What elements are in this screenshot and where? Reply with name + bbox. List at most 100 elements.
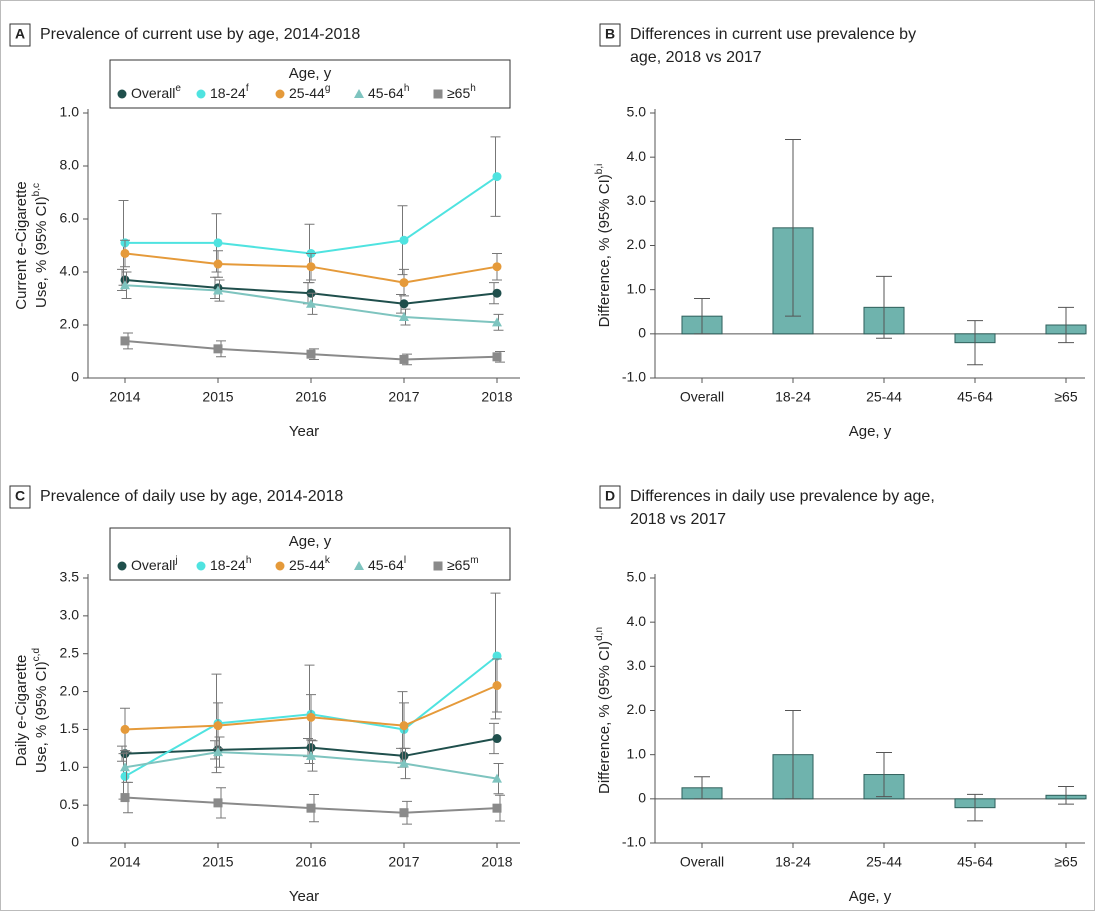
y-tick-label: 0 <box>638 790 646 806</box>
x-tick-label: 45-64 <box>957 854 993 870</box>
panel-title: Differences in current use prevalence by <box>630 26 916 43</box>
y-tick-label: 2.0 <box>60 316 80 332</box>
x-axis-label: Age, y <box>849 888 892 905</box>
x-tick-label: 25-44 <box>866 854 902 870</box>
y-axis-label: Difference, % (95% CI)d,n <box>594 627 613 794</box>
error-bar <box>1058 306 1074 344</box>
y-tick-label: 4.0 <box>627 613 647 629</box>
y-tick-label: 8.0 <box>60 157 80 173</box>
x-axis-label: Age, y <box>849 423 892 440</box>
x-tick-label: 2015 <box>202 854 233 870</box>
x-tick-label: 18-24 <box>775 389 811 405</box>
data-point <box>306 712 316 722</box>
legend-sup: l <box>404 555 406 566</box>
y-axis-label: Use, % (95% CI)c,d <box>31 648 50 773</box>
x-tick-label: ≥65 <box>1054 854 1077 870</box>
panel-title: Differences in daily use prevalence by a… <box>630 488 935 505</box>
x-tick-label: 2017 <box>388 389 419 405</box>
data-point <box>213 344 223 354</box>
data-point <box>213 259 223 269</box>
data-point <box>399 312 409 322</box>
x-tick-label: 18-24 <box>775 854 811 870</box>
x-tick-label: ≥65 <box>1054 389 1077 405</box>
legend-sup: h <box>470 83 476 94</box>
y-tick-label: -1.0 <box>622 834 646 850</box>
legend-marker <box>117 89 127 99</box>
error-bar <box>967 793 983 822</box>
y-tick-label: 5.0 <box>627 569 647 585</box>
data-point <box>306 298 316 308</box>
data-point <box>492 317 502 327</box>
legend-sup: h <box>246 555 252 566</box>
legend-label: Overalle <box>131 83 181 101</box>
y-tick-label: 1.5 <box>60 720 80 736</box>
y-tick-label: 3.0 <box>627 657 647 673</box>
x-axis-label: Year <box>289 888 319 905</box>
data-point <box>399 808 409 818</box>
y-tick-label: 0 <box>71 369 79 385</box>
data-point <box>399 721 409 731</box>
panel-title: 2018 vs 2017 <box>630 511 726 528</box>
data-point <box>492 734 502 744</box>
data-point <box>492 172 502 182</box>
legend-label: 45-64h <box>368 83 409 101</box>
legend-label: Overallj <box>131 555 178 573</box>
x-tick-label: Overall <box>680 389 724 405</box>
legend-marker <box>433 89 443 99</box>
x-tick-label: 2015 <box>202 389 233 405</box>
legend-label: 25-44g <box>289 83 330 101</box>
legend-label: ≥65m <box>447 555 479 573</box>
legend-box <box>109 527 511 581</box>
legend-marker <box>117 561 127 571</box>
legend-marker <box>196 561 206 571</box>
legend-name: 45-64 <box>368 85 404 101</box>
data-point <box>399 758 409 768</box>
panel-letter: A <box>15 26 25 42</box>
panel-letter: D <box>605 488 615 504</box>
y-tick-label: 1.0 <box>60 758 80 774</box>
panel-letter-box <box>599 485 621 509</box>
x-tick-label: 2018 <box>481 389 512 405</box>
data-point <box>492 651 502 661</box>
legend-sup: k <box>325 555 331 566</box>
panel-title: Prevalence of current use by age, 2014-2… <box>40 26 360 43</box>
y-tick-label: 0 <box>71 834 79 850</box>
legend-label: 25-44k <box>289 555 331 573</box>
y-tick-label: 3.0 <box>627 192 647 208</box>
data-point <box>399 235 409 245</box>
error-bar <box>1058 785 1074 805</box>
legend-name: 25-44 <box>289 85 325 101</box>
data-point <box>306 750 316 760</box>
data-point <box>492 262 502 272</box>
panel-letter: C <box>15 488 25 504</box>
y-axis-label: Use, % (95% CI)b,c <box>31 183 50 308</box>
legend-box <box>109 59 511 109</box>
y-axis-label-sup: b,i <box>594 164 605 175</box>
legend-sup: m <box>470 555 478 566</box>
y-axis-label-sup: b,c <box>31 183 42 196</box>
legend-name: Overall <box>131 85 175 101</box>
legend-sup: j <box>174 555 177 566</box>
y-axis-label-text: Current e-Cigarette <box>13 181 30 309</box>
x-tick-label: 2014 <box>109 389 140 405</box>
data-point <box>120 762 130 772</box>
y-tick-label: 2.0 <box>627 236 647 252</box>
error-bar <box>876 751 892 798</box>
data-point <box>306 349 316 359</box>
data-point <box>306 262 316 272</box>
legend-marker <box>275 561 285 571</box>
data-point <box>399 354 409 364</box>
y-tick-label: 4.0 <box>627 148 647 164</box>
legend-label: ≥65h <box>447 83 476 101</box>
data-point <box>120 275 130 285</box>
legend-name: 25-44 <box>289 557 325 573</box>
y-tick-label: 2.0 <box>627 701 647 717</box>
data-point <box>120 336 130 346</box>
y-axis-label: Current e-Cigarette <box>13 181 30 309</box>
panel-letter-box <box>599 23 621 47</box>
data-point <box>213 238 223 248</box>
y-tick-label: 1.0 <box>627 280 647 296</box>
data-point <box>120 724 130 734</box>
